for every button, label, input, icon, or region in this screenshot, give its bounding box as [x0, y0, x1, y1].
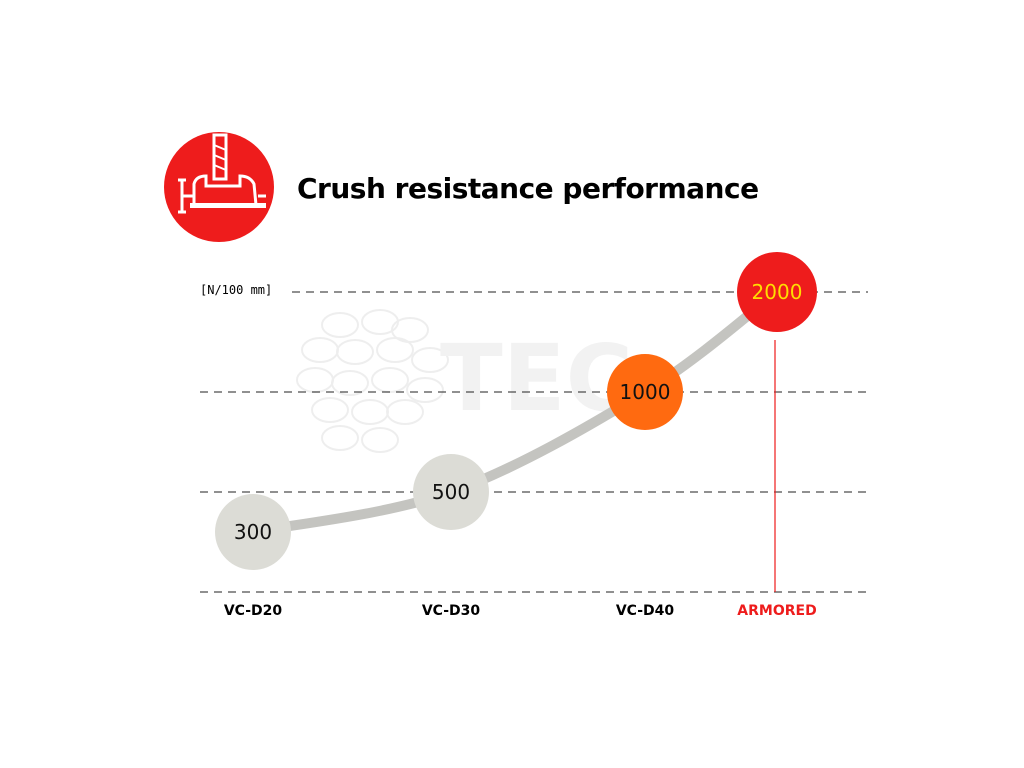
watermark-bubble [376, 337, 414, 363]
watermark-bubble [336, 339, 374, 365]
series-line [248, 287, 782, 537]
watermark-bubble [311, 397, 349, 423]
data-label: 500 [432, 480, 470, 504]
unit-label: [N/100 mm] [200, 283, 272, 297]
data-label: 1000 [620, 380, 671, 404]
watermark-bubble [296, 367, 334, 393]
category-label: VC-D40 [616, 603, 675, 619]
watermark-bubble [371, 367, 409, 393]
watermark-bubble [411, 347, 449, 373]
watermark-bubble [321, 312, 359, 338]
watermark-bubble [406, 377, 444, 403]
category-label: VC-D30 [422, 603, 481, 619]
data-label: 300 [234, 520, 272, 544]
data-point-marker [413, 454, 489, 530]
watermark-bubble [361, 427, 399, 453]
data-label: 2000 [752, 280, 803, 304]
data-point-marker [737, 252, 817, 332]
watermark-bubble [301, 337, 339, 363]
chart-title: Crush resistance performance [297, 172, 759, 205]
data-point-marker [607, 354, 683, 430]
data-point-marker [215, 494, 291, 570]
watermark-bubble [386, 399, 424, 425]
category-label: VC-D20 [224, 603, 283, 619]
watermark-bubble [321, 425, 359, 451]
watermark-bubble [331, 370, 369, 396]
category-label: ARMORED [737, 603, 816, 619]
watermark-bubble [351, 399, 389, 425]
